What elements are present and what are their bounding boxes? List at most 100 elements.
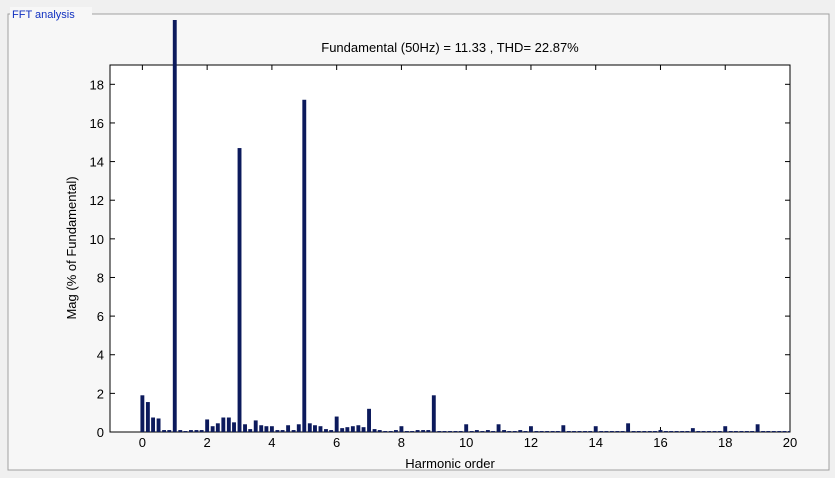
bar	[151, 417, 156, 432]
bar	[437, 431, 442, 432]
y-tick-label: 18	[90, 77, 104, 92]
panel-label: FFT analysis	[12, 9, 75, 21]
bar	[588, 431, 593, 432]
bar	[507, 431, 512, 432]
bar	[480, 431, 485, 432]
bar	[280, 430, 285, 432]
x-axis-label: Harmonic order	[405, 456, 495, 471]
bar	[162, 430, 167, 432]
bar	[658, 430, 663, 432]
bar	[631, 431, 636, 432]
bar	[599, 431, 604, 432]
bar	[545, 431, 550, 432]
bar	[232, 422, 236, 432]
bar	[324, 429, 328, 432]
bar	[421, 430, 426, 432]
bar	[291, 430, 296, 432]
bar	[771, 431, 776, 432]
bar	[636, 431, 641, 432]
bar	[296, 424, 301, 432]
bar	[523, 431, 528, 432]
x-tick-label: 2	[204, 435, 211, 450]
bar	[426, 430, 431, 432]
bar	[669, 431, 674, 432]
bar	[512, 431, 517, 432]
bar	[701, 431, 706, 432]
bar	[367, 408, 371, 432]
bar	[782, 431, 787, 432]
bar	[723, 426, 728, 432]
bar	[502, 430, 507, 432]
bar	[399, 426, 404, 432]
bar	[518, 430, 523, 432]
bar	[728, 431, 733, 432]
bar	[653, 431, 657, 432]
bar	[372, 429, 377, 432]
axes-box	[109, 64, 791, 433]
y-tick-label: 8	[97, 270, 104, 285]
bar	[458, 431, 463, 432]
bar	[690, 428, 695, 432]
bar	[696, 431, 701, 432]
bar	[474, 430, 479, 432]
bar	[383, 431, 388, 432]
y-tick-label: 12	[90, 193, 104, 208]
bar	[577, 431, 582, 432]
bar	[615, 431, 620, 432]
bar	[609, 431, 614, 432]
bar	[755, 424, 760, 432]
bar	[313, 425, 317, 432]
bar	[496, 424, 501, 432]
bar	[361, 427, 366, 432]
bar	[145, 402, 150, 432]
bar	[642, 431, 647, 432]
bar	[215, 423, 220, 432]
bar	[377, 430, 382, 432]
bar	[739, 431, 744, 432]
bar	[410, 431, 415, 432]
bar	[750, 431, 755, 432]
bar	[404, 431, 409, 432]
bar	[712, 431, 717, 432]
x-tick-label: 18	[718, 435, 732, 450]
bar	[286, 425, 291, 432]
y-tick-label: 2	[97, 386, 104, 401]
bar	[593, 426, 598, 432]
x-tick-label: 12	[524, 435, 538, 450]
x-tick-label: 4	[268, 435, 275, 450]
bar	[194, 430, 199, 432]
bar	[583, 431, 587, 432]
bar	[453, 431, 458, 432]
bar	[318, 426, 323, 432]
bar	[448, 431, 452, 432]
bar	[674, 431, 679, 432]
bar	[620, 431, 625, 432]
bars	[140, 20, 790, 432]
bar	[761, 431, 766, 432]
bar	[345, 427, 350, 432]
bar	[253, 420, 258, 432]
bar	[334, 416, 339, 432]
bar	[178, 430, 183, 432]
bar	[491, 431, 496, 432]
bar	[302, 99, 307, 432]
bar	[442, 431, 447, 432]
bar	[733, 431, 738, 432]
y-tick-label: 16	[90, 116, 104, 131]
bar	[264, 426, 269, 432]
chart-title: Fundamental (50Hz) = 11.33 , THD= 22.87%	[321, 40, 579, 55]
bar	[485, 430, 490, 432]
y-tick-label: 4	[97, 348, 104, 363]
bar	[566, 431, 571, 432]
bar	[647, 431, 652, 432]
bar	[469, 431, 474, 432]
bar	[539, 431, 544, 432]
bar	[237, 148, 242, 432]
bar	[550, 431, 555, 432]
bar	[340, 428, 345, 432]
bar	[210, 426, 215, 432]
y-axis-label: Mag (% of Fundamental)	[64, 176, 79, 319]
bar	[259, 425, 264, 432]
bar	[664, 431, 668, 432]
